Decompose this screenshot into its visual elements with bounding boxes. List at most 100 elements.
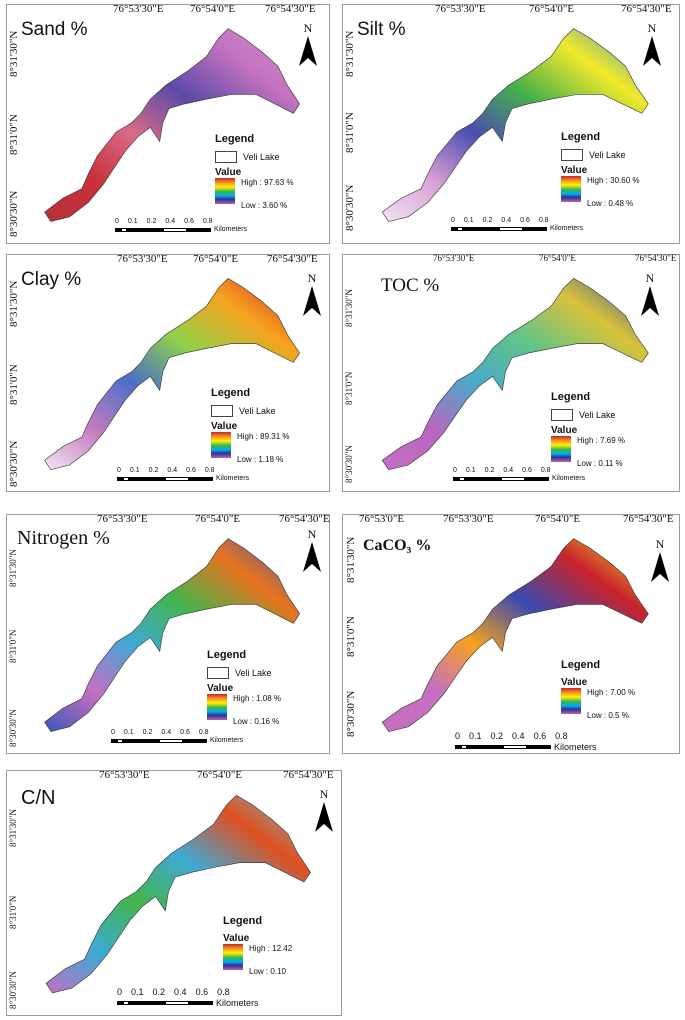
north-arrow-icon [643, 36, 661, 66]
north-arrow-icon [651, 552, 669, 582]
scale-tick: 0.8 [555, 731, 568, 741]
scale-tick: 0.4 [165, 218, 176, 225]
legend-high: High : 7.00 % [587, 688, 636, 697]
scale-tick: 0.2 [482, 217, 493, 224]
scale-tick: 0.4 [167, 467, 178, 474]
lon-tick: 76°54'0"E [193, 253, 239, 265]
scale-tick: 0 [117, 987, 123, 997]
scale-tick: 0.4 [161, 729, 172, 736]
lake-map-cn [45, 794, 311, 994]
north-label: N [645, 271, 655, 285]
lon-tick: 76°53'30"E [97, 513, 148, 525]
map-panel-silt: Silt % 76°53'30"E 76°54'0"E 76°54'30"E 8… [342, 3, 680, 244]
lon-tick: 76°54'30"E [635, 253, 677, 263]
scale-tick: 0.1 [465, 467, 476, 474]
lat-tick: 8°30'30"N [8, 190, 20, 237]
north-arrow: N [303, 271, 321, 321]
scale-tick: 0.2 [148, 467, 159, 474]
lake-shape [44, 28, 300, 222]
north-arrow: N [641, 271, 659, 321]
legend: Legend Veli Lake Value High : 89.31 % Low… [211, 387, 289, 464]
scale-tick: 0.6 [180, 729, 190, 736]
scale-tick: 0.4 [501, 217, 512, 224]
lat-tick: 8°30'30"N [8, 440, 20, 487]
legend: Legend Value High : 7.00 % Low : 0.5 % [561, 659, 635, 720]
legend: Legend Veli Lake Value High : 1.08 % Low … [207, 649, 281, 726]
north-arrow: N [303, 527, 321, 577]
scale-bar: 0 0.1 0.2 0.4 0.6 0.8 Kilometers [451, 217, 583, 232]
lon-tick: 76°54'30"E [283, 769, 334, 781]
scale-tick: 0.6 [184, 218, 194, 225]
lon-tick: 76°53'30"E [443, 513, 494, 525]
legend-low: Low : 0.11 % [577, 459, 623, 468]
lon-tick: 76°54'0"E [190, 3, 236, 15]
legend-high: High : 89.31 % [237, 432, 290, 441]
lake-swatch [561, 149, 583, 161]
scale-tick: 0 [455, 731, 461, 741]
scale-bar: 0 0.1 0.2 0.4 0.6 0.8 Kilometers [115, 218, 247, 233]
lake-shape [381, 538, 649, 732]
lake-shape [381, 28, 649, 222]
north-label: N [307, 271, 317, 285]
lon-tick: 76°54'0"E [195, 513, 241, 525]
lake-swatch [551, 409, 573, 421]
lake-shape [44, 278, 300, 471]
lake-label: Veli Lake [579, 410, 616, 420]
scale-tick: 0 [111, 729, 115, 736]
value-heading: Value [211, 421, 238, 432]
lat-tick: 8°31'0"N [8, 629, 18, 663]
lake-map-silt [381, 28, 649, 222]
lat-tick: 8°31'0"N [345, 616, 357, 657]
legend-heading: Legend [215, 133, 255, 145]
scale-tick: 0.1 [129, 467, 140, 474]
north-arrow-icon [641, 286, 659, 316]
legend-high: High : 30.60 % [587, 176, 640, 185]
lat-tick: 8°31'30"N [8, 280, 20, 327]
scale-tick: 0.2 [146, 218, 157, 225]
north-label: N [319, 787, 329, 801]
lat-tick: 8°30'30"N [345, 690, 357, 737]
lat-tick: 8°30'30"N [8, 971, 18, 1009]
legend-heading: Legend [561, 659, 601, 671]
north-arrow: N [299, 21, 317, 71]
map-panel-cn: C/N 76°53'30"E 76°54'0"E 76°54'30"E 8°31… [6, 769, 342, 1016]
value-heading: Value [561, 165, 588, 176]
lat-tick: 8°31'0"N [8, 364, 20, 405]
scale-bar: 0 0.1 0.2 0.4 0.6 0.8 Kilometers [111, 729, 243, 744]
legend-heading: Legend [207, 649, 247, 661]
map-title: C/N [21, 787, 56, 809]
north-label: N [303, 21, 313, 35]
lat-tick: 8°31'30"N [8, 549, 18, 587]
lake-label: Veli Lake [239, 406, 276, 416]
map-title: CaCO₃ % [363, 537, 432, 554]
lake-shape [45, 794, 311, 994]
value-heading: Value [207, 683, 234, 694]
legend-low: Low : 1.18 % [237, 455, 284, 464]
north-label: N [655, 537, 665, 551]
map-title: Clay % [21, 269, 82, 290]
lon-tick: 76°54'0"E [539, 253, 576, 263]
legend: Legend Veli Lake Value High : 7.69 % Low … [551, 391, 625, 468]
map-title: Nitrogen % [17, 527, 110, 549]
lake-map-toc [381, 278, 649, 471]
north-arrow: N [643, 21, 661, 71]
lon-tick: 76°53'0"E [359, 513, 405, 525]
lake-map-nitrogen [44, 538, 300, 732]
scale-tick: 0.6 [186, 467, 196, 474]
scale-tick: 0.1 [131, 987, 144, 997]
scale-unit: Kilometers [210, 737, 244, 744]
scale-tick: 0 [451, 217, 455, 224]
scale-tick: 0.1 [123, 729, 134, 736]
scale-tick: 0.8 [540, 467, 551, 474]
legend-high: High : 12.42 [249, 944, 293, 953]
lake-label: Veli Lake [589, 150, 626, 160]
map-title: Sand % [21, 19, 88, 40]
scale-tick: 0.2 [484, 467, 495, 474]
lake-map-clay [44, 278, 300, 471]
lat-tick: 8°31'30"N [344, 30, 356, 77]
lat-tick: 8°31'30"N [8, 809, 18, 847]
scale-tick: 0 [117, 467, 121, 474]
legend-heading: Legend [223, 915, 263, 927]
lon-tick: 76°54'0"E [529, 3, 575, 15]
legend-low: Low : 0.16 % [233, 717, 280, 726]
